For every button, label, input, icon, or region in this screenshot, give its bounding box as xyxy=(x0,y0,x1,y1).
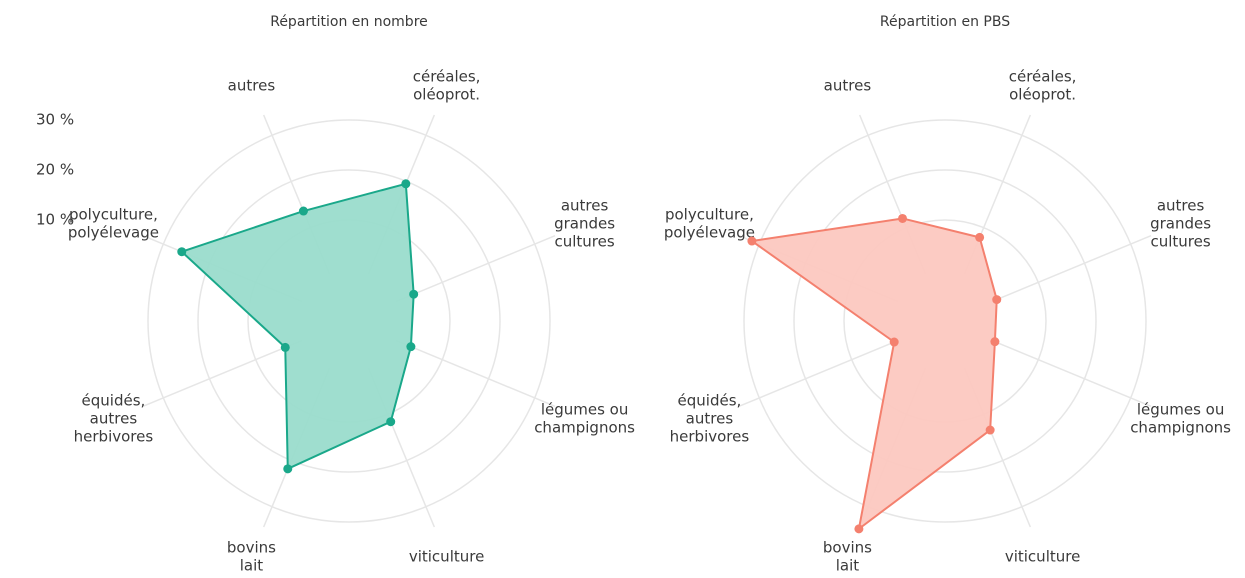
category-label: viticulture xyxy=(1005,547,1080,565)
y-tick-label: 20 % xyxy=(36,161,74,179)
chart-title: Répartition en nombre xyxy=(270,14,428,30)
radar-point xyxy=(177,247,187,257)
grid-ring xyxy=(743,119,1147,523)
grid-ring xyxy=(197,169,501,473)
category-label-line: viticulture xyxy=(1005,547,1080,565)
category-label-line: champignons xyxy=(1130,418,1231,436)
category-label-line: légumes ou xyxy=(1137,400,1225,418)
category-label: légumes ou champignons xyxy=(1130,400,1231,436)
category-label-line: oléoprot. xyxy=(413,85,480,103)
category-label-line: lait xyxy=(836,556,860,574)
category-label-line: autres xyxy=(90,409,138,427)
category-label: polyculture, polyélevage xyxy=(664,205,755,241)
radar-point xyxy=(985,425,995,435)
category-label: autres grandes cultures xyxy=(1150,196,1211,250)
category-label: bovins lait xyxy=(823,538,872,574)
category-label-line: herbivores xyxy=(74,427,154,445)
radar-point xyxy=(747,236,757,246)
category-label-line: autres xyxy=(686,409,734,427)
radar-point xyxy=(898,213,908,223)
spoke xyxy=(395,339,556,408)
radar-point xyxy=(409,289,419,299)
radar-area xyxy=(750,217,998,530)
category-label-line: polyélevage xyxy=(68,223,159,241)
radar-point xyxy=(975,232,985,242)
spoke xyxy=(991,339,1152,408)
radar-point xyxy=(401,179,411,189)
category-label-line: équidés, xyxy=(678,391,742,409)
category-label-line: autres xyxy=(824,76,872,94)
category-label-line: bovins xyxy=(823,538,872,556)
category-label-line: équidés, xyxy=(82,391,146,409)
category-label: autres xyxy=(824,76,872,94)
category-label-line: autres xyxy=(1157,196,1205,214)
category-label-line: herbivores xyxy=(670,427,750,445)
category-label-line: autres xyxy=(561,196,609,214)
category-label-line: cultures xyxy=(554,232,614,250)
radar-point xyxy=(889,337,899,347)
category-label: autres xyxy=(228,76,276,94)
spoke xyxy=(395,234,556,303)
category-label: légumes ou champignons xyxy=(534,400,635,436)
category-label-line: polyculture, xyxy=(665,205,754,223)
category-label: viticulture xyxy=(409,547,484,565)
radar-point xyxy=(854,524,864,534)
category-label: équidés, autres herbivores xyxy=(670,391,750,445)
spoke xyxy=(991,234,1152,303)
radar-point xyxy=(992,295,1002,305)
category-label-line: polyélevage xyxy=(664,223,755,241)
category-label: céréales, oléoprot. xyxy=(413,67,481,103)
y-tick-label: 30 % xyxy=(36,111,74,129)
grid-ring xyxy=(793,169,1097,473)
category-label-line: grandes xyxy=(1150,214,1211,232)
radar-point xyxy=(283,464,293,474)
grid-ring xyxy=(147,119,551,523)
radar-point xyxy=(406,342,416,352)
category-label-line: oléoprot. xyxy=(1009,85,1076,103)
radar-area xyxy=(180,182,415,470)
category-label-line: polyculture, xyxy=(69,205,158,223)
radar-point xyxy=(298,206,308,216)
category-label-line: lait xyxy=(240,556,264,574)
category-label-line: céréales, xyxy=(1009,67,1077,85)
category-label: bovins lait xyxy=(227,538,276,574)
category-label-line: cultures xyxy=(1150,232,1210,250)
category-label-line: viticulture xyxy=(409,547,484,565)
category-label: équidés, autres herbivores xyxy=(74,391,154,445)
radar-point xyxy=(386,417,396,427)
chart-title: Répartition en PBS xyxy=(880,14,1010,30)
category-label: céréales, oléoprot. xyxy=(1009,67,1077,103)
category-label-line: grandes xyxy=(554,214,615,232)
category-label-line: autres xyxy=(228,76,276,94)
spoke xyxy=(738,339,899,408)
y-tick-label: 10 % xyxy=(36,211,74,229)
category-label: autres grandes cultures xyxy=(554,196,615,250)
spoke xyxy=(142,339,303,408)
category-label-line: légumes ou xyxy=(541,400,629,418)
radar-point xyxy=(280,342,290,352)
category-label-line: bovins xyxy=(227,538,276,556)
category-label-line: champignons xyxy=(534,418,635,436)
category-label: polyculture, polyélevage xyxy=(68,205,159,241)
category-label-line: céréales, xyxy=(413,67,481,85)
radar-point xyxy=(990,337,1000,347)
